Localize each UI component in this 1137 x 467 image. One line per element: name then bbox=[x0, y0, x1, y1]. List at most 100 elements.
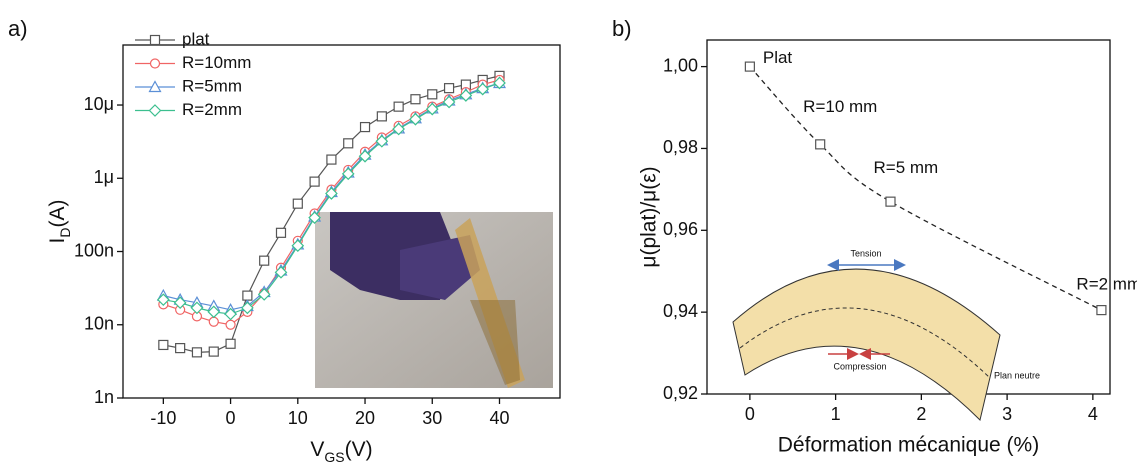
marker bbox=[225, 338, 236, 349]
marker bbox=[191, 347, 203, 358]
annotation: R=10 mm bbox=[803, 97, 877, 116]
inset-label: Plan neutre bbox=[994, 370, 1040, 380]
marker bbox=[275, 227, 287, 238]
marker bbox=[225, 319, 236, 330]
x-tick-label: -10 bbox=[150, 408, 176, 428]
legend-label: R=5mm bbox=[182, 76, 242, 95]
y-axis-label: μ(plat)/μ(ε) bbox=[638, 166, 661, 267]
marker bbox=[1096, 305, 1107, 316]
marker bbox=[744, 61, 755, 72]
marker bbox=[308, 211, 321, 224]
marker bbox=[148, 80, 162, 93]
marker bbox=[224, 307, 237, 321]
axis-label-part: (V) bbox=[345, 438, 373, 461]
x-axis-label: Déformation mécanique (%) bbox=[778, 434, 1039, 457]
marker bbox=[241, 301, 254, 315]
marker bbox=[291, 239, 305, 253]
marker bbox=[375, 134, 389, 148]
legend-label: R=10mm bbox=[182, 53, 251, 72]
marker bbox=[309, 176, 320, 187]
marker bbox=[173, 296, 187, 310]
annotation: Plat bbox=[763, 48, 793, 67]
y-tick-label: 0,98 bbox=[663, 137, 698, 157]
marker bbox=[207, 305, 221, 319]
y-tick-label: 1n bbox=[94, 387, 114, 407]
marker bbox=[274, 265, 288, 279]
marker bbox=[341, 167, 355, 181]
axis-label-part: I bbox=[46, 238, 69, 244]
legend-label: plat bbox=[182, 29, 210, 48]
legend-label: R=2mm bbox=[182, 100, 242, 119]
marker bbox=[493, 76, 506, 90]
y-axis-label: ID(A) bbox=[46, 200, 73, 244]
marker bbox=[175, 343, 186, 354]
y-tick-label: 10n bbox=[84, 314, 114, 334]
annotation: R=5 mm bbox=[873, 158, 938, 177]
x-tick-label: 0 bbox=[745, 404, 755, 424]
marker bbox=[459, 89, 473, 102]
marker bbox=[190, 301, 204, 315]
x-tick-label: 40 bbox=[489, 408, 509, 428]
axis-label-part: V bbox=[310, 438, 324, 461]
panel-label: b) bbox=[612, 16, 632, 41]
x-tick-label: 30 bbox=[422, 408, 442, 428]
marker bbox=[325, 187, 338, 200]
marker bbox=[149, 34, 161, 46]
marker bbox=[257, 288, 271, 301]
marker bbox=[156, 293, 170, 307]
marker bbox=[376, 111, 387, 122]
plot-frame bbox=[122, 44, 561, 399]
axis-label-part: D bbox=[57, 228, 73, 238]
plot-frame bbox=[706, 39, 1111, 395]
trend-line bbox=[749, 66, 1102, 311]
marker bbox=[208, 346, 219, 357]
x-axis-label: VGS(V) bbox=[310, 438, 372, 465]
y-tick-label: 0,94 bbox=[663, 301, 698, 321]
x-tick-label: 20 bbox=[355, 408, 375, 428]
inset-label: Compression bbox=[833, 361, 886, 371]
inset-label: Tension bbox=[850, 248, 881, 258]
x-tick-label: 3 bbox=[1002, 404, 1012, 424]
marker bbox=[476, 82, 490, 96]
marker bbox=[259, 255, 270, 266]
marker bbox=[815, 139, 826, 150]
annotation: R=2 mm bbox=[1076, 275, 1137, 294]
marker bbox=[885, 196, 896, 207]
marker bbox=[425, 102, 439, 116]
x-tick-label: 2 bbox=[916, 404, 926, 424]
y-tick-label: 100n bbox=[74, 240, 114, 260]
y-tick-label: 10μ bbox=[84, 94, 114, 114]
axis-label-part: (A) bbox=[46, 200, 69, 228]
x-tick-label: 4 bbox=[1088, 404, 1098, 424]
y-tick-label: 1μ bbox=[94, 167, 114, 187]
marker bbox=[343, 138, 354, 149]
y-tick-label: 0,96 bbox=[663, 219, 698, 239]
marker bbox=[208, 316, 219, 327]
y-tick-label: 1,00 bbox=[663, 55, 698, 75]
y-tick-label: 0,92 bbox=[663, 383, 698, 403]
marker bbox=[148, 104, 162, 117]
marker bbox=[392, 122, 405, 136]
marker bbox=[427, 89, 438, 100]
inset-diagram: Tension Compression Plan neutre bbox=[732, 248, 1040, 421]
marker bbox=[326, 154, 337, 165]
marker bbox=[242, 290, 253, 301]
marker bbox=[359, 121, 371, 133]
marker bbox=[409, 112, 422, 126]
inset-photo bbox=[315, 212, 553, 388]
marker bbox=[410, 94, 421, 105]
marker bbox=[292, 198, 303, 209]
axis-label-part: GS bbox=[324, 449, 344, 465]
marker bbox=[149, 58, 161, 69]
x-tick-label: 10 bbox=[288, 408, 308, 428]
marker bbox=[393, 101, 404, 112]
marker bbox=[442, 95, 456, 109]
marker bbox=[443, 83, 455, 94]
marker bbox=[158, 339, 169, 351]
marker bbox=[358, 149, 372, 163]
x-tick-label: 1 bbox=[831, 404, 841, 424]
panel-label: a) bbox=[8, 16, 28, 41]
x-tick-label: 0 bbox=[226, 408, 236, 428]
